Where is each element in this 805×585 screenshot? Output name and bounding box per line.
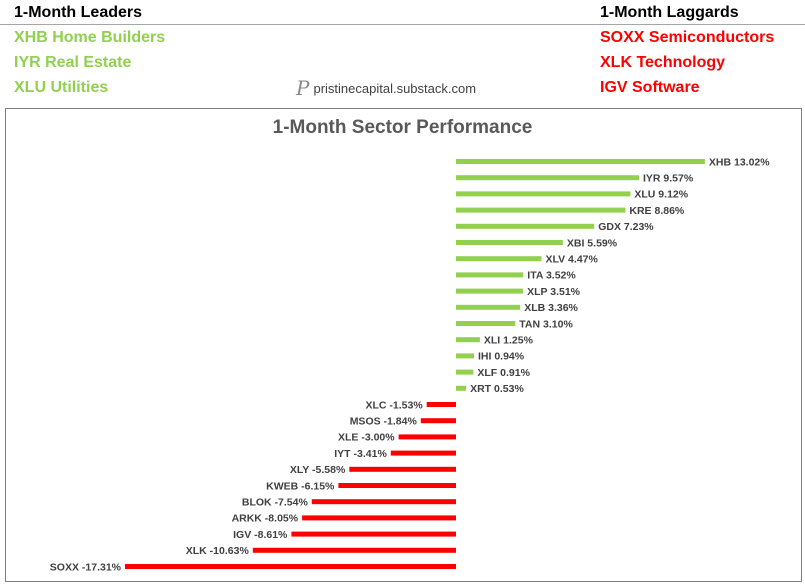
bar-gdx <box>456 223 595 229</box>
bar-label-xlf: XLF 0.91% <box>477 367 530 379</box>
leader-item: XLU Utilities <box>14 79 109 96</box>
watermark: P pristinecapital.substack.com <box>296 76 477 100</box>
bar-xlu <box>456 191 631 197</box>
bar-kweb <box>338 483 456 488</box>
bar-ita <box>456 272 524 278</box>
bar-blok <box>311 499 456 505</box>
bar-xly <box>349 466 456 472</box>
bar-label-msos: MSOS -1.84% <box>350 416 418 428</box>
bar-igv <box>291 531 456 537</box>
bar-msos <box>420 418 456 424</box>
bar-ihi <box>456 353 474 359</box>
bar-label-xlc: XLC -1.53% <box>366 399 424 411</box>
bar-label-ihi: IHI 0.94% <box>478 351 525 363</box>
laggard-item: IGV Software <box>600 79 700 96</box>
bar-xlv <box>456 256 542 262</box>
bar-xbi <box>456 240 563 245</box>
chart-title: 1-Month Sector Performance <box>272 117 533 138</box>
bar-label-iyr: IYR 9.57% <box>643 173 694 185</box>
bar-label-xli: XLI 1.25% <box>484 335 534 347</box>
bar-label-xlp: XLP 3.51% <box>527 286 581 298</box>
laggard-item: SOXX Semiconductors <box>600 29 775 46</box>
bar-kre <box>456 207 626 213</box>
bar-label-xlk: XLK -10.63% <box>186 545 250 557</box>
bar-label-gdx: GDX 7.23% <box>598 221 654 233</box>
bar-xlf <box>456 369 474 375</box>
bar-label-xhb: XHB 13.02% <box>709 156 770 168</box>
bar-xhb <box>456 159 705 164</box>
bar-label-kweb: KWEB -6.15% <box>266 480 335 492</box>
bar-xrt <box>456 385 467 391</box>
leader-item: IYR Real Estate <box>14 54 132 71</box>
chart-frame <box>5 108 802 582</box>
bar-label-xrt: XRT 0.53% <box>470 383 524 395</box>
bar-xle <box>398 434 456 440</box>
bar-label-tan: TAN 3.10% <box>519 318 573 330</box>
bar-iyt <box>390 450 456 456</box>
bar-label-kre: KRE 8.86% <box>629 205 685 217</box>
bar-iyr <box>456 175 639 181</box>
bar-xli <box>456 337 480 343</box>
bar-label-soxx: SOXX -17.31% <box>50 561 122 573</box>
leaders-title: 1-Month Leaders <box>14 4 143 21</box>
watermark-logo-icon: P <box>296 76 310 100</box>
bar-soxx <box>125 564 456 569</box>
bar-arkk <box>302 515 456 521</box>
bar-xlk <box>252 547 456 553</box>
bar-label-iyt: IYT -3.41% <box>334 448 387 460</box>
bar-label-xle: XLE -3.00% <box>338 432 395 444</box>
bar-label-arkk: ARKK -8.05% <box>232 513 299 525</box>
bar-label-xly: XLY -5.58% <box>290 464 346 476</box>
bar-xlb <box>456 304 521 310</box>
bar-label-xlv: XLV 4.47% <box>546 254 599 266</box>
header-divider <box>0 24 805 25</box>
bar-label-ita: ITA 3.52% <box>527 270 576 282</box>
laggards-title: 1-Month Laggards <box>600 4 739 21</box>
bar-label-blok: BLOK -7.54% <box>242 497 309 509</box>
bar-label-xlb: XLB 3.36% <box>524 302 578 314</box>
bar-label-xlu: XLU 9.12% <box>634 189 688 201</box>
bar-tan <box>456 321 516 326</box>
bar-label-igv: IGV -8.61% <box>233 529 288 541</box>
bar-xlp <box>456 288 524 294</box>
bar-xlc <box>426 402 456 407</box>
bar-label-xbi: XBI 5.59% <box>567 237 618 249</box>
watermark-text: pristinecapital.substack.com <box>313 80 477 96</box>
laggard-item: XLK Technology <box>600 54 726 71</box>
leader-item: XHB Home Builders <box>14 29 166 46</box>
